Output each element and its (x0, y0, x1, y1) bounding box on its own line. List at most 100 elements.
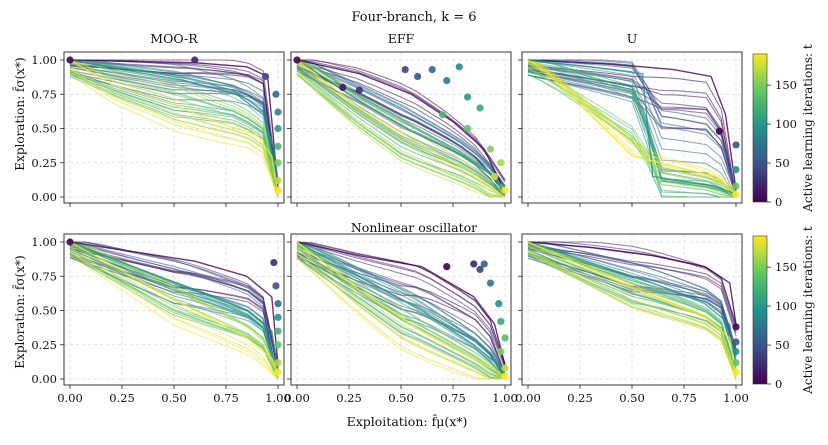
endpoint-marker (274, 142, 282, 150)
x-tick-label: 0.50 (161, 391, 187, 405)
endpoint-marker (732, 141, 740, 149)
x-tick-label: 0.00 (284, 391, 310, 405)
pareto-front-line (527, 63, 737, 198)
endpoint-marker (732, 323, 740, 331)
pareto-front-series-t=0 (296, 241, 506, 366)
panel-title: U (627, 31, 638, 46)
panel-1: EFF (287, 31, 512, 207)
endpoint-marker (476, 104, 484, 112)
endpoint-marker (732, 368, 740, 376)
pareto-front-line (528, 59, 737, 190)
y-tick-label: 0.25 (31, 156, 57, 170)
pareto-front-line (296, 244, 506, 373)
y-tick-label: 0.50 (31, 122, 57, 136)
endpoint-marker (732, 190, 740, 198)
endpoint-marker (274, 186, 282, 194)
endpoint-marker (274, 159, 282, 167)
panel-title: MOO-R (150, 31, 198, 46)
pareto-front-line (527, 252, 737, 380)
pareto-front-series-t=0 (69, 59, 279, 191)
x-tick-label: 1.00 (492, 391, 518, 405)
y-tick-label: 0.00 (31, 190, 57, 204)
x-tick-label: 0.75 (440, 391, 466, 405)
pareto-front-line (296, 258, 505, 380)
y-tick-label: 0.75 (31, 87, 57, 101)
pareto-front-line (296, 59, 506, 187)
endpoint-marker (455, 63, 463, 71)
endpoint-marker (261, 72, 270, 81)
pareto-front-line (69, 241, 279, 371)
pareto-front-line (296, 241, 506, 369)
x-tick-label: 0.25 (336, 391, 362, 405)
pareto-front-line (527, 250, 737, 380)
pareto-front-line (527, 241, 737, 361)
pareto-front-line (69, 59, 279, 189)
pareto-front-line (296, 241, 506, 373)
endpoint-marker (480, 260, 488, 268)
y-tick-label: 0.50 (31, 304, 57, 318)
colorbar-tick-label: 50 (775, 156, 790, 170)
endpoint-marker (497, 317, 505, 326)
endpoint-marker (274, 341, 282, 349)
pareto-front-line (296, 245, 506, 380)
x-tick-label: 0.25 (109, 391, 135, 405)
pareto-front-line (69, 241, 279, 375)
pareto-front-line (70, 59, 279, 182)
pareto-front-line (296, 59, 506, 191)
ylabel-top: Exploration: f̄σ(x*) (11, 57, 27, 170)
endpoint-marker (470, 260, 478, 268)
panel-4: 0.00 0.25 0.50 0.75 1.00 (284, 233, 518, 405)
endpoint-marker (414, 72, 422, 81)
pareto-front-line (296, 257, 505, 380)
endpoint-marker (274, 368, 282, 376)
colorbar-top: 0 50 100 150 Active learning iterations: t (752, 44, 815, 213)
pareto-front-series-t=0 (296, 59, 502, 184)
endpoint-marker (191, 56, 199, 64)
pareto-front-line (296, 59, 506, 188)
pareto-front-line (296, 248, 506, 380)
x-tick-label: 0.00 (515, 391, 541, 405)
endpoint-marker (274, 108, 282, 116)
x-tick-label: 1.00 (265, 391, 291, 405)
pareto-front-series-t=180 (527, 59, 737, 195)
pareto-front-line (69, 59, 279, 185)
pareto-front-line (70, 241, 279, 365)
pareto-front-line (69, 59, 279, 186)
pareto-front-line (296, 241, 506, 372)
pareto-front-line (296, 74, 505, 198)
pareto-front-line (70, 59, 279, 182)
endpoint-marker (732, 348, 740, 356)
pareto-front-series-t=90 (296, 241, 506, 377)
pareto-front-line (69, 69, 279, 198)
pareto-front-line (297, 59, 506, 181)
endpoint-marker (274, 300, 282, 308)
colorbar-top-ticks: 0 50 100 150 (767, 78, 797, 209)
pareto-front-line (69, 59, 279, 184)
endpoint-marker (274, 176, 282, 185)
panel-3: 0.00 0.25 0.50 0.75 1.00 0.00 0.25 0.50 0.75 1.00 (31, 233, 291, 405)
pareto-front-line (69, 246, 279, 380)
endpoint-marker (463, 124, 472, 133)
pareto-front-line (296, 59, 506, 183)
endpoint-marker (495, 300, 503, 308)
pareto-front-line (296, 247, 506, 380)
y-tick-label: 0.00 (31, 372, 57, 386)
pareto-front-line (69, 241, 279, 372)
pareto-front-line (527, 63, 737, 198)
pareto-front-line (296, 74, 506, 198)
pareto-front-line (527, 241, 737, 357)
y-tick-label: 0.75 (31, 269, 57, 283)
pareto-front-line (527, 252, 737, 380)
pareto-front-line (527, 59, 737, 193)
endpoint-marker (274, 327, 282, 335)
ylabel-bottom: Exploration: f̄σ(x*) (11, 255, 27, 368)
x-tick-label: 0.25 (567, 391, 593, 405)
colorbar-top-label: Active learning iterations: t (801, 44, 815, 213)
panel-5: 0.00 0.25 0.50 0.75 1.00 (515, 233, 749, 405)
x-tick-label: 0.50 (388, 391, 414, 405)
pareto-front-line (527, 253, 737, 379)
x-tick-label: 0.00 (57, 391, 83, 405)
pareto-front-line (296, 66, 506, 198)
x-tick-label: 0.50 (619, 391, 645, 405)
